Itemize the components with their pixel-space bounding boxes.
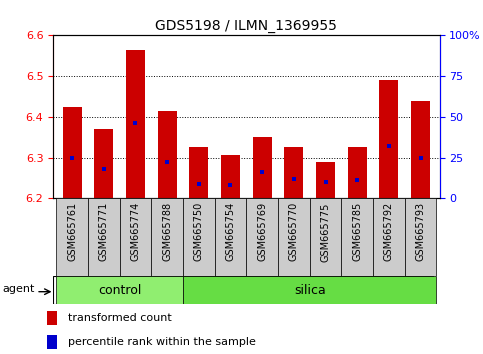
Bar <box>94 129 114 198</box>
Bar <box>57 276 183 304</box>
Text: GSM665792: GSM665792 <box>384 202 394 261</box>
Bar <box>316 161 335 198</box>
Bar <box>379 80 398 198</box>
Text: GSM665769: GSM665769 <box>257 202 267 261</box>
Text: silica: silica <box>294 284 326 297</box>
Title: GDS5198 / ILMN_1369955: GDS5198 / ILMN_1369955 <box>156 19 337 33</box>
Bar <box>284 147 303 198</box>
Text: GSM665770: GSM665770 <box>289 202 299 261</box>
Text: GSM665775: GSM665775 <box>321 202 330 262</box>
Bar <box>183 198 214 276</box>
Bar <box>88 198 120 276</box>
Text: agent: agent <box>3 284 35 294</box>
Text: GSM665771: GSM665771 <box>99 202 109 261</box>
Bar <box>246 198 278 276</box>
Text: GSM665761: GSM665761 <box>67 202 77 261</box>
Text: control: control <box>98 284 142 297</box>
Bar <box>373 198 405 276</box>
Bar <box>183 276 436 304</box>
Text: GSM665750: GSM665750 <box>194 202 204 261</box>
Bar <box>47 335 57 349</box>
Text: GSM665788: GSM665788 <box>162 202 172 261</box>
Bar <box>221 155 240 198</box>
Bar <box>411 101 430 198</box>
Bar <box>405 198 436 276</box>
Text: percentile rank within the sample: percentile rank within the sample <box>69 337 256 347</box>
Text: GSM665793: GSM665793 <box>415 202 426 261</box>
Bar <box>214 198 246 276</box>
Bar <box>310 198 341 276</box>
Bar <box>126 50 145 198</box>
Bar <box>63 107 82 198</box>
Bar <box>189 147 208 198</box>
Text: GSM665774: GSM665774 <box>130 202 141 261</box>
Bar <box>341 198 373 276</box>
Bar <box>157 111 177 198</box>
Text: GSM665754: GSM665754 <box>226 202 236 261</box>
Text: transformed count: transformed count <box>69 313 172 323</box>
Bar <box>348 147 367 198</box>
Bar <box>253 137 271 198</box>
Bar <box>57 198 88 276</box>
Bar <box>47 312 57 325</box>
Bar <box>278 198 310 276</box>
Bar <box>120 198 151 276</box>
Text: GSM665785: GSM665785 <box>352 202 362 261</box>
Bar <box>151 198 183 276</box>
